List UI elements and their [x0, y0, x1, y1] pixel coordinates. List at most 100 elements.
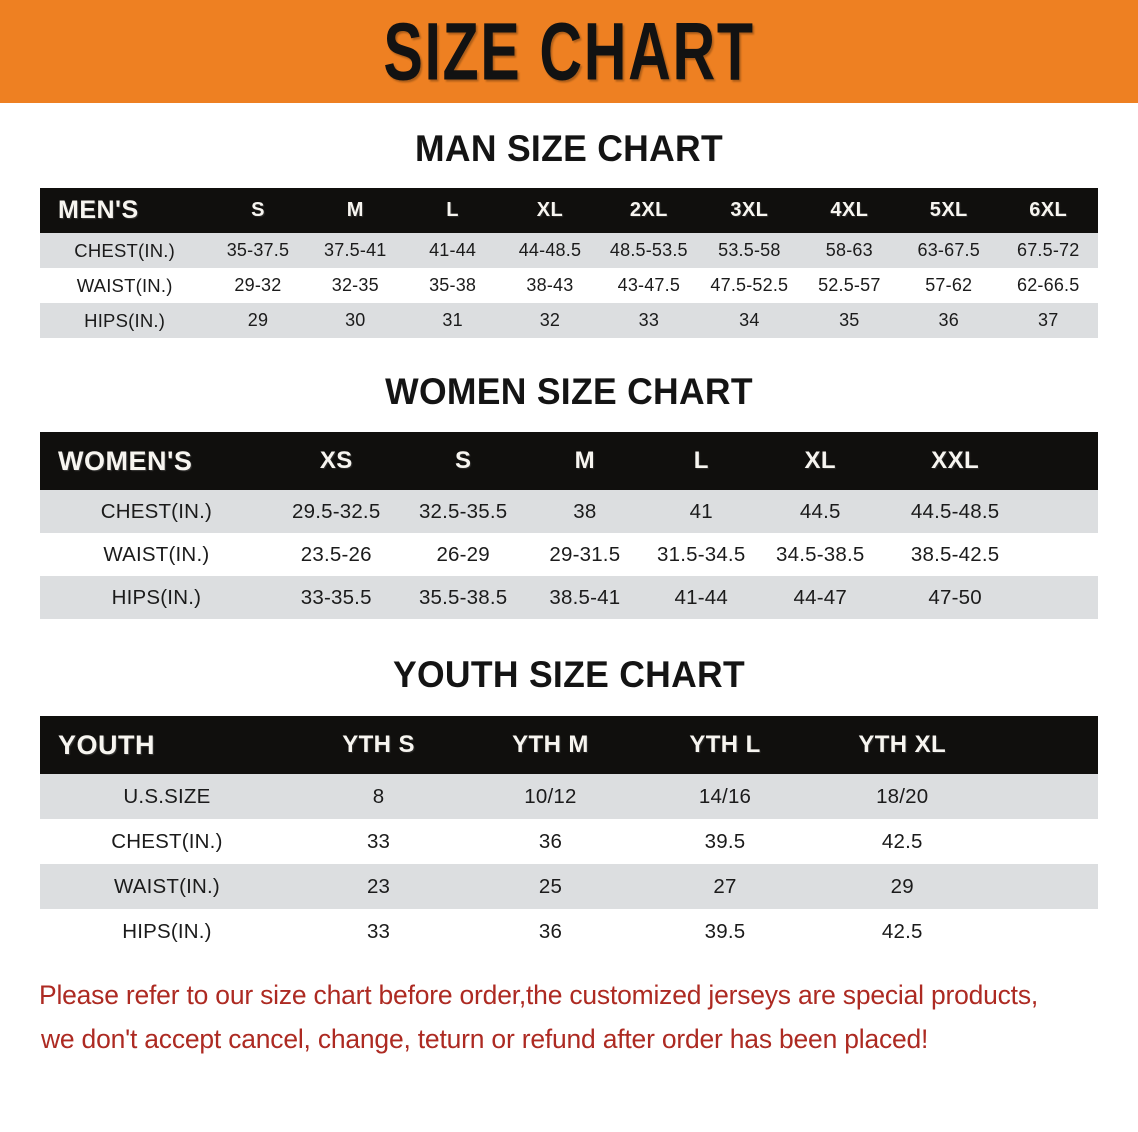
table-cell: 29 — [812, 864, 993, 909]
table-cell-spacer — [992, 774, 1098, 819]
man-size-col-s: S — [209, 188, 307, 233]
women-size-col-xs: XS — [272, 432, 400, 490]
table-row: CHEST(IN.) 33 36 39.5 42.5 — [40, 819, 1098, 864]
table-cell: 35-38 — [403, 268, 502, 303]
table-cell: 48.5-53.5 — [598, 233, 700, 268]
table-cell-spacer — [1029, 490, 1098, 533]
man-size-col-4xl: 4XL — [799, 188, 900, 233]
youth-size-col-m: YTH M — [463, 716, 638, 774]
table-cell: 41-44 — [403, 233, 502, 268]
disclaimer-line-1: Please refer to our size chart before or… — [39, 980, 1039, 1010]
youth-table-header: YOUTH YTH S YTH M YTH L YTH XL — [40, 716, 1098, 774]
youth-table-body: U.S.SIZE 8 10/12 14/16 18/20 CHEST(IN.) … — [40, 774, 1098, 954]
women-size-col-l: L — [643, 432, 760, 490]
table-cell: 38.5-41 — [526, 576, 644, 619]
table-cell: 25 — [463, 864, 638, 909]
table-cell: 32.5-35.5 — [399, 490, 527, 533]
table-cell: 44-48.5 — [501, 233, 599, 268]
table-cell: 58-63 — [799, 233, 900, 268]
table-row: CHEST(IN.) 29.5-32.5 32.5-35.5 38 41 44.… — [40, 490, 1098, 533]
table-cell-spacer — [1029, 576, 1098, 619]
table-cell: 35.5-38.5 — [399, 576, 527, 619]
table-cell: 44-47 — [759, 576, 882, 619]
women-table-header: WOMEN'S XS S M L XL XXL — [40, 432, 1098, 490]
table-header-row: WOMEN'S XS S M L XL XXL — [40, 432, 1098, 490]
table-cell: 43-47.5 — [598, 268, 700, 303]
table-cell: 31 — [403, 303, 502, 338]
table-cell: 36 — [899, 303, 999, 338]
table-cell: 27 — [637, 864, 813, 909]
table-cell: 31.5-34.5 — [643, 533, 760, 576]
row-label: CHEST(IN.) — [40, 819, 294, 864]
table-cell: 29 — [209, 303, 307, 338]
table-row: WAIST(IN.) 29-32 32-35 35-38 38-43 43-47… — [40, 268, 1098, 303]
table-row: WAIST(IN.) 23 25 27 29 — [40, 864, 1098, 909]
table-cell: 35-37.5 — [209, 233, 307, 268]
table-row: HIPS(IN.) 29 30 31 32 33 34 35 36 37 — [40, 303, 1098, 338]
table-cell: 47-50 — [881, 576, 1030, 619]
table-header-row: YOUTH YTH S YTH M YTH L YTH XL — [40, 716, 1098, 774]
table-cell: 23.5-26 — [272, 533, 400, 576]
row-label: HIPS(IN.) — [40, 303, 210, 338]
table-cell: 38.5-42.5 — [881, 533, 1030, 576]
women-size-col-m: M — [526, 432, 644, 490]
table-cell: 44.5-48.5 — [881, 490, 1030, 533]
table-cell: 18/20 — [812, 774, 993, 819]
youth-size-col-xl: YTH XL — [812, 716, 993, 774]
table-cell: 41-44 — [643, 576, 760, 619]
table-cell: 38 — [526, 490, 644, 533]
table-cell: 36 — [463, 819, 638, 864]
table-cell: 47.5-52.5 — [699, 268, 800, 303]
man-size-chart-table: MEN'S S M L XL 2XL 3XL 4XL 5XL 6XL CHEST… — [40, 188, 1098, 338]
table-cell-spacer — [992, 909, 1098, 954]
youth-size-chart-container: YOUTH YTH S YTH M YTH L YTH XL U.S.SIZE … — [40, 716, 1098, 954]
table-cell: 34.5-38.5 — [759, 533, 882, 576]
women-size-col-s: S — [399, 432, 527, 490]
women-table-body: CHEST(IN.) 29.5-32.5 32.5-35.5 38 41 44.… — [40, 490, 1098, 619]
table-cell: 67.5-72 — [998, 233, 1098, 268]
disclaimer-line-2: we don't accept cancel, change, teturn o… — [40, 1023, 929, 1054]
table-cell: 39.5 — [637, 819, 813, 864]
row-label: CHEST(IN.) — [40, 233, 210, 268]
man-size-col-5xl: 5XL — [899, 188, 999, 233]
man-size-col-xl: XL — [501, 188, 599, 233]
women-size-col-xxl: XXL — [881, 432, 1030, 490]
table-cell: 37.5-41 — [306, 233, 404, 268]
man-table-header: MEN'S S M L XL 2XL 3XL 4XL 5XL 6XL — [40, 188, 1098, 233]
row-label: WAIST(IN.) — [40, 864, 294, 909]
man-size-col-6xl: 6XL — [998, 188, 1098, 233]
man-size-col-m: M — [306, 188, 404, 233]
table-cell: 33 — [598, 303, 700, 338]
table-cell: 23 — [293, 864, 464, 909]
table-cell: 39.5 — [637, 909, 813, 954]
table-cell: 53.5-58 — [699, 233, 800, 268]
row-label: HIPS(IN.) — [40, 576, 273, 619]
table-row: CHEST(IN.) 35-37.5 37.5-41 41-44 44-48.5… — [40, 233, 1098, 268]
youth-size-col-s: YTH S — [293, 716, 464, 774]
row-label: HIPS(IN.) — [40, 909, 294, 954]
man-size-col-2xl: 2XL — [598, 188, 700, 233]
man-section-title: MAN SIZE CHART — [415, 128, 723, 169]
table-cell: 32-35 — [306, 268, 404, 303]
table-cell: 14/16 — [637, 774, 813, 819]
youth-header-label: YOUTH — [40, 716, 294, 774]
table-cell: 42.5 — [812, 819, 993, 864]
row-label: CHEST(IN.) — [40, 490, 273, 533]
man-size-col-3xl: 3XL — [699, 188, 800, 233]
youth-size-col-l: YTH L — [637, 716, 813, 774]
table-cell: 44.5 — [759, 490, 882, 533]
table-cell: 8 — [293, 774, 464, 819]
youth-header-spacer — [992, 716, 1098, 774]
women-size-chart-container: WOMEN'S XS S M L XL XXL CHEST(IN.) 29.5-… — [40, 432, 1098, 619]
women-header-label: WOMEN'S — [40, 432, 273, 490]
size-chart-banner: SIZE CHART — [0, 0, 1138, 103]
page-title: SIZE CHART — [383, 5, 755, 97]
man-size-col-l: L — [403, 188, 502, 233]
table-cell: 29.5-32.5 — [272, 490, 400, 533]
table-cell: 29-32 — [209, 268, 307, 303]
youth-size-chart-table: YOUTH YTH S YTH M YTH L YTH XL U.S.SIZE … — [40, 716, 1098, 954]
table-cell: 35 — [799, 303, 900, 338]
table-cell: 41 — [643, 490, 760, 533]
order-policy-disclaimer: Please refer to our size chart before or… — [39, 974, 1078, 1061]
table-cell: 33 — [293, 909, 464, 954]
